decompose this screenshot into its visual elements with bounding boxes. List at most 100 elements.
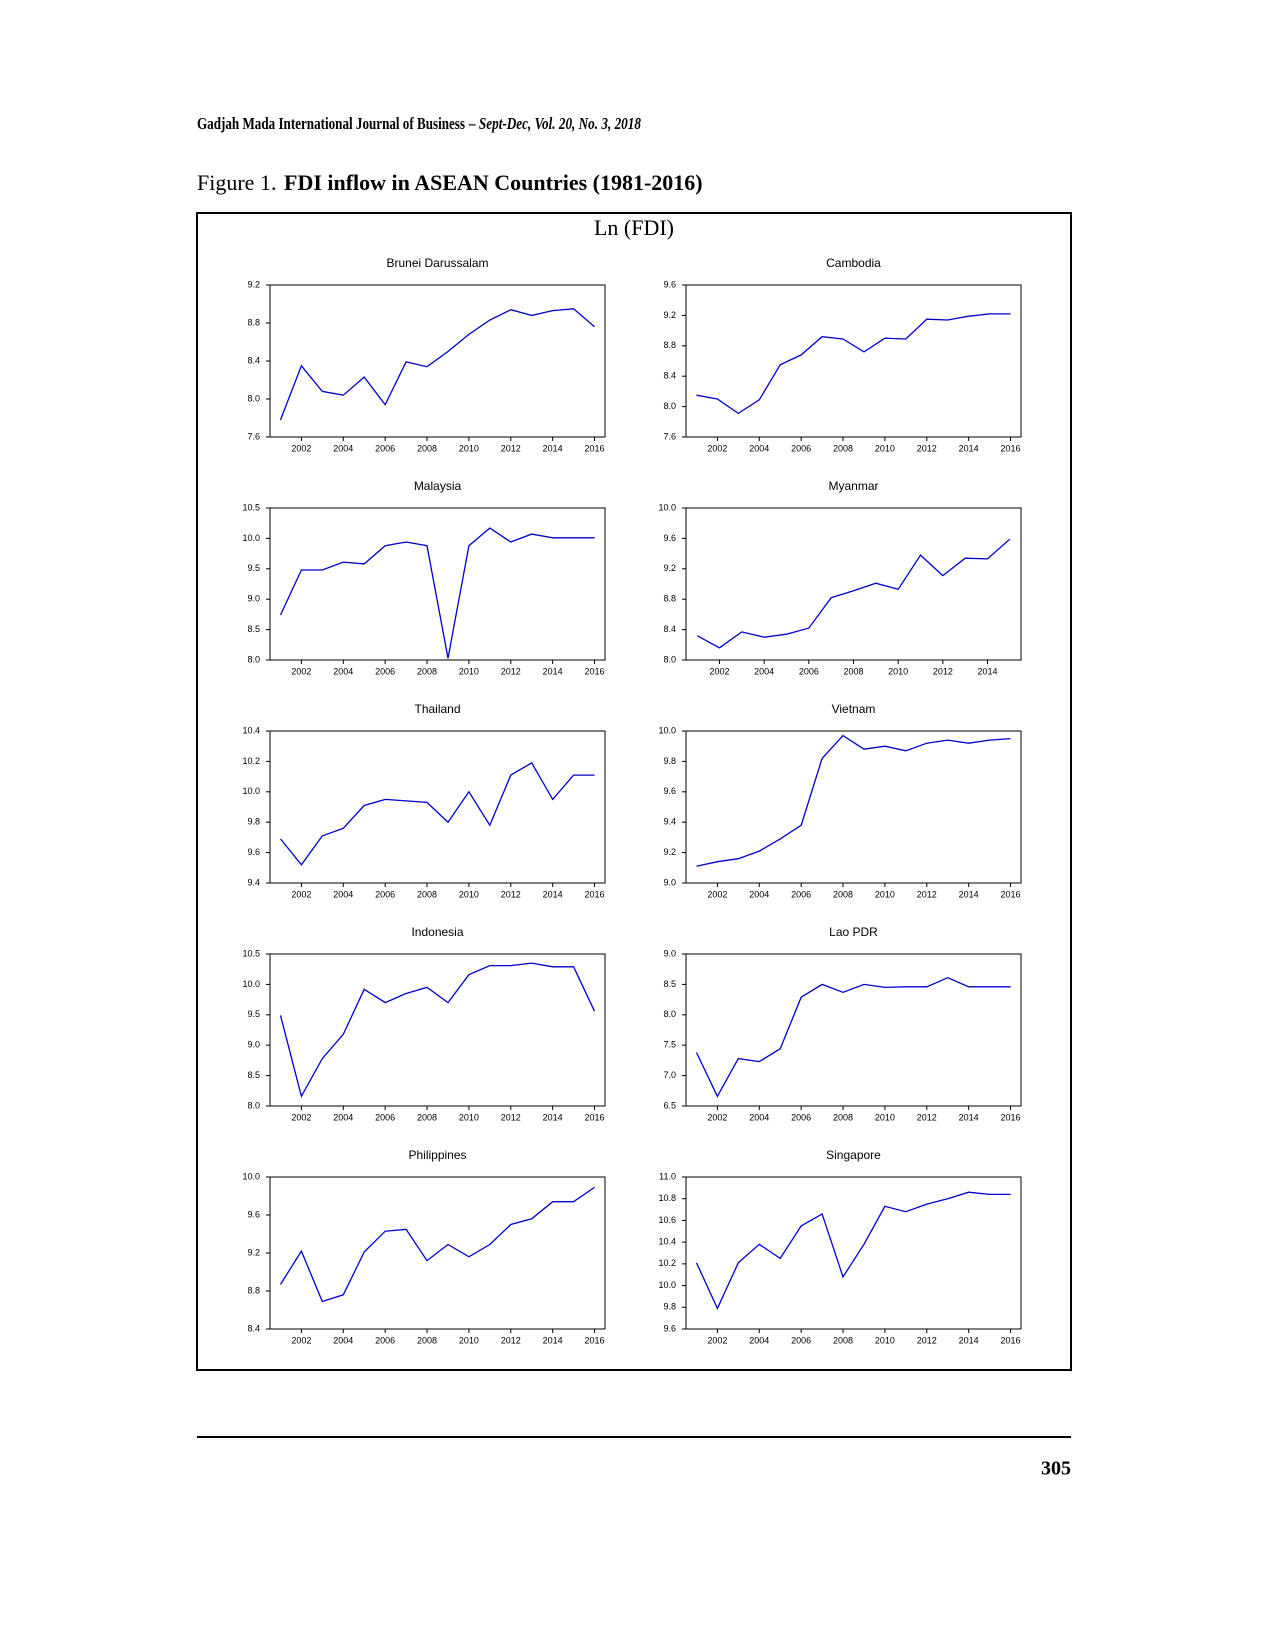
x-tick-label: 2012 xyxy=(917,1112,937,1122)
x-tick-label: 2010 xyxy=(459,666,479,676)
x-tick-label: 2006 xyxy=(791,1335,811,1345)
figure-box xyxy=(196,212,1072,1371)
data-line xyxy=(279,1186,595,1303)
x-tick-label: 2002 xyxy=(707,443,727,453)
x-tick-label: 2004 xyxy=(749,443,769,453)
x-tick-label: 2008 xyxy=(833,1335,853,1345)
x-tick-label: 2008 xyxy=(417,889,437,899)
y-tick-label: 8.4 xyxy=(663,624,676,634)
x-tick-label: 2008 xyxy=(833,1112,853,1122)
y-tick-label: 9.0 xyxy=(663,948,676,958)
y-tick-label: 8.5 xyxy=(663,979,676,989)
data-line xyxy=(696,313,1011,415)
y-tick-label: 9.0 xyxy=(247,1040,260,1050)
y-tick-label: 8.4 xyxy=(663,371,676,381)
x-tick-label: 2004 xyxy=(749,889,769,899)
y-tick-label: 10.5 xyxy=(242,948,260,958)
x-tick-label: 2006 xyxy=(375,1335,395,1345)
y-tick-label: 6.5 xyxy=(663,1100,676,1110)
x-tick-label: 2002 xyxy=(707,889,727,899)
y-tick-label: 9.4 xyxy=(663,817,676,827)
x-tick-label: 2012 xyxy=(501,889,521,899)
x-tick-label: 2012 xyxy=(501,1335,521,1345)
y-tick-label: 7.6 xyxy=(247,431,260,441)
plot-frame xyxy=(685,953,1022,1107)
y-tick-label: 7.0 xyxy=(663,1070,676,1080)
x-tick-label: 2004 xyxy=(333,889,353,899)
plot-frame xyxy=(269,507,606,661)
data-line xyxy=(696,538,1011,649)
x-tick-label: 2006 xyxy=(791,443,811,453)
y-tick-label: 9.8 xyxy=(663,1302,676,1312)
y-tick-label: 10.5 xyxy=(242,502,260,512)
x-tick-label: 2016 xyxy=(1001,1335,1021,1345)
x-tick-label: 2010 xyxy=(459,1335,479,1345)
y-tick-label: 9.4 xyxy=(247,877,260,887)
y-tick-label: 7.6 xyxy=(663,431,676,441)
x-tick-label: 2006 xyxy=(799,666,819,676)
x-tick-label: 2014 xyxy=(543,1112,563,1122)
y-tick-label: 9.0 xyxy=(663,877,676,887)
x-tick-label: 2014 xyxy=(959,1335,979,1345)
y-tick-label: 9.6 xyxy=(663,1323,676,1333)
x-tick-label: 2006 xyxy=(375,443,395,453)
data-line xyxy=(279,962,596,1099)
y-tick-label: 9.5 xyxy=(247,1009,260,1019)
y-tick-label: 10.4 xyxy=(242,725,260,735)
x-tick-label: 2002 xyxy=(291,666,311,676)
data-line xyxy=(695,1191,1011,1310)
x-tick-label: 2004 xyxy=(333,666,353,676)
y-tick-label: 10.0 xyxy=(242,1171,260,1181)
panel-title: Ln (FDI) xyxy=(594,215,674,240)
data-line xyxy=(279,527,595,659)
x-tick-label: 2012 xyxy=(501,443,521,453)
plot-frame xyxy=(269,284,606,438)
y-tick-label: 9.2 xyxy=(663,847,676,857)
x-tick-label: 2004 xyxy=(749,1335,769,1345)
x-tick-label: 2012 xyxy=(917,889,937,899)
y-tick-label: 10.6 xyxy=(658,1215,676,1225)
plot-frame xyxy=(269,730,606,884)
chart-title: Vietnam xyxy=(832,702,876,716)
x-tick-label: 2010 xyxy=(888,666,908,676)
y-tick-label: 9.2 xyxy=(663,310,676,320)
x-tick-label: 2002 xyxy=(291,889,311,899)
y-tick-label: 8.8 xyxy=(247,1285,260,1295)
y-tick-label: 10.8 xyxy=(658,1193,676,1203)
x-tick-label: 2014 xyxy=(977,666,997,676)
data-line xyxy=(695,976,1011,1098)
y-tick-label: 8.0 xyxy=(663,654,676,664)
x-tick-label: 2014 xyxy=(543,443,563,453)
y-tick-label: 8.5 xyxy=(247,624,260,634)
x-tick-label: 2008 xyxy=(417,443,437,453)
x-tick-label: 2012 xyxy=(933,666,953,676)
x-tick-label: 2002 xyxy=(707,1335,727,1345)
x-tick-label: 2008 xyxy=(843,666,863,676)
x-tick-label: 2010 xyxy=(875,443,895,453)
figure-title: FDI inflow in ASEAN Countries (1981-2016… xyxy=(284,170,703,195)
chart-title: Lao PDR xyxy=(829,925,878,939)
x-tick-label: 2016 xyxy=(585,666,605,676)
x-tick-label: 2002 xyxy=(707,1112,727,1122)
x-tick-label: 2002 xyxy=(291,1335,311,1345)
x-tick-label: 2006 xyxy=(791,1112,811,1122)
y-tick-label: 9.8 xyxy=(663,756,676,766)
chart-title: Singapore xyxy=(826,1148,881,1162)
y-tick-label: 8.4 xyxy=(247,355,260,365)
x-tick-label: 2004 xyxy=(754,666,774,676)
y-tick-label: 9.5 xyxy=(247,563,260,573)
y-tick-label: 10.0 xyxy=(242,786,260,796)
x-tick-label: 2012 xyxy=(501,666,521,676)
x-tick-label: 2012 xyxy=(917,443,937,453)
x-tick-label: 2016 xyxy=(585,1335,605,1345)
plot-frame xyxy=(685,730,1022,884)
y-tick-label: 8.0 xyxy=(663,401,676,411)
y-tick-label: 8.0 xyxy=(663,1009,676,1019)
x-tick-label: 2006 xyxy=(375,666,395,676)
x-tick-label: 2016 xyxy=(1001,1112,1021,1122)
x-tick-label: 2014 xyxy=(959,889,979,899)
plot-frame xyxy=(685,507,1022,661)
chart-title: Myanmar xyxy=(828,479,878,493)
x-tick-label: 2012 xyxy=(917,1335,937,1345)
y-tick-label: 9.6 xyxy=(663,279,676,289)
